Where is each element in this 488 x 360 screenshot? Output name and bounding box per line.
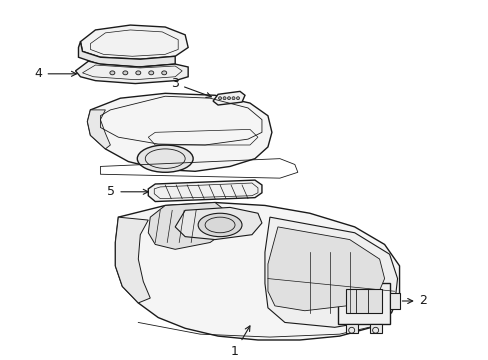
Polygon shape: [75, 61, 188, 84]
Polygon shape: [115, 217, 150, 303]
Text: 4: 4: [35, 67, 76, 80]
Ellipse shape: [137, 145, 193, 172]
Polygon shape: [115, 203, 399, 340]
Ellipse shape: [218, 97, 221, 100]
Bar: [389, 293, 399, 309]
Ellipse shape: [198, 213, 242, 237]
Polygon shape: [87, 93, 271, 171]
Ellipse shape: [110, 71, 115, 75]
Polygon shape: [213, 91, 244, 105]
Ellipse shape: [232, 97, 235, 100]
Polygon shape: [148, 180, 262, 202]
Ellipse shape: [236, 97, 239, 100]
Ellipse shape: [223, 97, 225, 100]
Ellipse shape: [227, 97, 230, 100]
Ellipse shape: [122, 71, 127, 75]
Text: 3: 3: [171, 77, 211, 98]
Bar: [369, 324, 381, 333]
Polygon shape: [264, 217, 397, 327]
Polygon shape: [87, 110, 110, 149]
Text: 2: 2: [402, 294, 427, 307]
Ellipse shape: [162, 71, 166, 75]
Ellipse shape: [148, 71, 153, 75]
Bar: [345, 324, 357, 333]
Bar: [345, 289, 381, 313]
Text: 5: 5: [107, 185, 148, 198]
Polygon shape: [175, 207, 262, 239]
Bar: [337, 283, 389, 324]
Ellipse shape: [136, 71, 141, 75]
Polygon shape: [267, 227, 384, 311]
Polygon shape: [148, 203, 227, 249]
Text: 1: 1: [231, 326, 249, 358]
Polygon shape: [78, 42, 175, 67]
Polygon shape: [81, 25, 188, 59]
